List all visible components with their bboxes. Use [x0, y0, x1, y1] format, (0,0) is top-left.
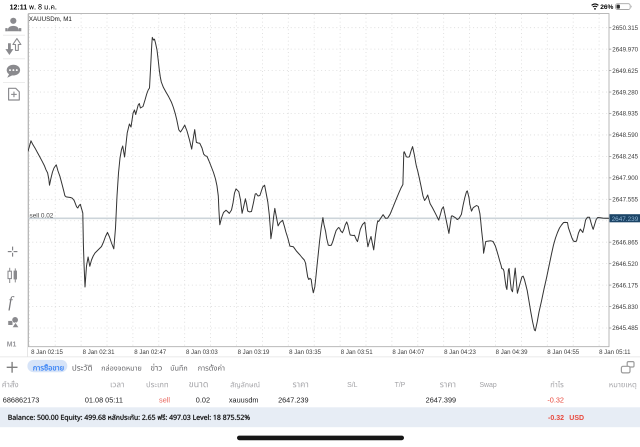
svg-text:2648.590: 2648.590	[612, 132, 638, 139]
svg-text:12:11: 12:11	[10, 4, 28, 11]
svg-text:Swap: Swap	[479, 382, 496, 389]
svg-text:8 Jan 04:55: 8 Jan 04:55	[547, 349, 579, 356]
svg-text:8 Jan 03:35: 8 Jan 03:35	[289, 349, 321, 356]
svg-text:2645.485: 2645.485	[612, 325, 638, 332]
svg-text:8 Jan 05:11: 8 Jan 05:11	[599, 349, 631, 356]
svg-text:0.02: 0.02	[196, 395, 210, 404]
svg-text:26%: 26%	[600, 4, 613, 11]
svg-text:2649.970: 2649.970	[612, 46, 638, 53]
svg-text:8 Jan 03:51: 8 Jan 03:51	[341, 349, 373, 356]
svg-text:8 Jan 04:23: 8 Jan 04:23	[444, 349, 476, 356]
svg-text:S/L: S/L	[347, 382, 358, 389]
svg-text:sell 0.02: sell 0.02	[30, 213, 54, 220]
svg-text:2646.865: 2646.865	[612, 239, 638, 246]
svg-text:2645.830: 2645.830	[612, 304, 638, 311]
svg-text:T/P: T/P	[395, 382, 406, 389]
svg-text:2647.399: 2647.399	[426, 395, 456, 404]
svg-text:-0.32: -0.32	[547, 395, 564, 404]
svg-text:M1: M1	[7, 342, 17, 349]
svg-text:2646.520: 2646.520	[612, 261, 638, 268]
svg-text:sell: sell	[159, 395, 170, 404]
svg-text:8 Jan 02:31: 8 Jan 02:31	[83, 349, 115, 356]
svg-text:2647.239: 2647.239	[612, 216, 639, 223]
svg-text:f: f	[8, 294, 15, 311]
svg-text:2648.245: 2648.245	[612, 154, 638, 161]
svg-text:8 Jan 04:07: 8 Jan 04:07	[392, 349, 424, 356]
svg-text:8 Jan 02:15: 8 Jan 02:15	[31, 349, 63, 356]
svg-text:2649.625: 2649.625	[612, 68, 638, 75]
svg-text:8 Jan 02:47: 8 Jan 02:47	[134, 349, 166, 356]
svg-text:2647.900: 2647.900	[612, 175, 638, 182]
svg-text:686862173: 686862173	[3, 395, 40, 404]
svg-text:xauusdm: xauusdm	[229, 395, 259, 404]
svg-text:8 Jan 03:19: 8 Jan 03:19	[238, 349, 270, 356]
svg-text:2647.239: 2647.239	[278, 395, 308, 404]
svg-text:2650.315: 2650.315	[612, 25, 638, 32]
svg-text:USD: USD	[569, 415, 584, 422]
svg-text:-0.32: -0.32	[548, 415, 564, 422]
svg-text:8 Jan 03:03: 8 Jan 03:03	[186, 349, 218, 356]
svg-text:XAUUSDm, M1: XAUUSDm, M1	[29, 16, 73, 23]
svg-text:8 Jan 04:39: 8 Jan 04:39	[496, 349, 528, 356]
svg-text:2646.175: 2646.175	[612, 282, 638, 289]
svg-text:2647.555: 2647.555	[612, 197, 638, 204]
svg-text:2648.935: 2648.935	[612, 111, 638, 118]
svg-text:01.08 05:11: 01.08 05:11	[85, 395, 123, 404]
svg-text:2649.280: 2649.280	[612, 89, 638, 96]
